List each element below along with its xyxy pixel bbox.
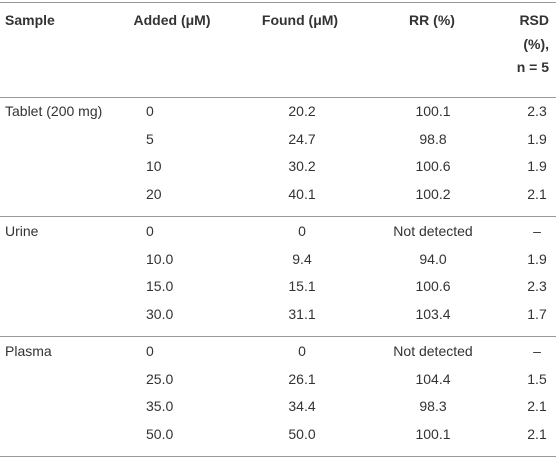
cell: 2.3: [527, 103, 547, 119]
cell: 15.0: [146, 278, 174, 294]
cell: 0: [146, 343, 154, 359]
cell: 31.1: [288, 305, 316, 322]
cell: 9.4: [292, 250, 312, 267]
cell: 1.9: [527, 130, 547, 147]
cell: 2.1: [527, 425, 547, 442]
cell: 20.2: [288, 103, 316, 119]
cell: 98.3: [419, 398, 447, 414]
cell: 10.0: [146, 250, 174, 267]
header-cell: Found (μM): [261, 12, 339, 28]
rule: [0, 456, 556, 457]
cell: 35.0: [146, 398, 174, 414]
cell: –: [533, 223, 541, 239]
cell: 1.9: [527, 250, 547, 267]
header-cell: (%),: [523, 35, 549, 52]
cell: 30.2: [288, 158, 316, 174]
cell: 25.0: [146, 370, 174, 387]
cell: 0: [298, 343, 306, 359]
header-cell: RR (%): [409, 12, 455, 28]
sample-cell: Plasma: [5, 343, 52, 359]
cell: 94.0: [419, 250, 447, 267]
cell: 2.3: [527, 278, 547, 294]
cell: Not detected: [393, 223, 473, 239]
rule: [0, 216, 556, 217]
header-cell: n = 5: [516, 59, 549, 75]
cell: 24.7: [288, 130, 316, 147]
cell: 100.6: [415, 278, 451, 294]
cell: 5: [146, 130, 154, 147]
cell: 1.9: [527, 158, 547, 174]
cell: 0: [146, 103, 154, 119]
cell: 40.1: [288, 185, 316, 202]
cell: 1.7: [527, 305, 547, 322]
rule: [0, 97, 556, 98]
cell: 2.1: [527, 398, 547, 414]
header-cell: Sample: [5, 12, 55, 28]
cell: 100.1: [415, 425, 451, 442]
cell: 15.1: [288, 278, 316, 294]
cell: Not detected: [393, 343, 473, 359]
rule: [0, 2, 556, 3]
rule: [0, 336, 556, 337]
cell: 98.8: [419, 130, 447, 147]
cell: 30.0: [146, 305, 174, 322]
cell: 50.0: [146, 425, 174, 442]
cell: 2.1: [527, 185, 547, 202]
cell: 0: [298, 223, 306, 239]
cell: 103.4: [415, 305, 451, 322]
header-cell: Added (μM): [133, 12, 211, 28]
cell: 100.2: [415, 185, 451, 202]
cell: 100.1: [415, 103, 451, 119]
cell: 34.4: [288, 398, 316, 414]
header-cell: RSD: [519, 12, 549, 28]
cell: 26.1: [288, 370, 316, 387]
cell: –: [533, 343, 541, 359]
cell: 0: [146, 223, 154, 239]
sample-cell: Urine: [5, 223, 39, 239]
cell: 10: [146, 158, 162, 174]
sample-cell: Tablet (200 mg): [5, 103, 103, 119]
cell: 50.0: [288, 425, 316, 442]
cell: 1.5: [527, 370, 547, 387]
cell: 20: [146, 185, 162, 202]
cell: 104.4: [415, 370, 451, 387]
cell: 100.6: [415, 158, 451, 174]
